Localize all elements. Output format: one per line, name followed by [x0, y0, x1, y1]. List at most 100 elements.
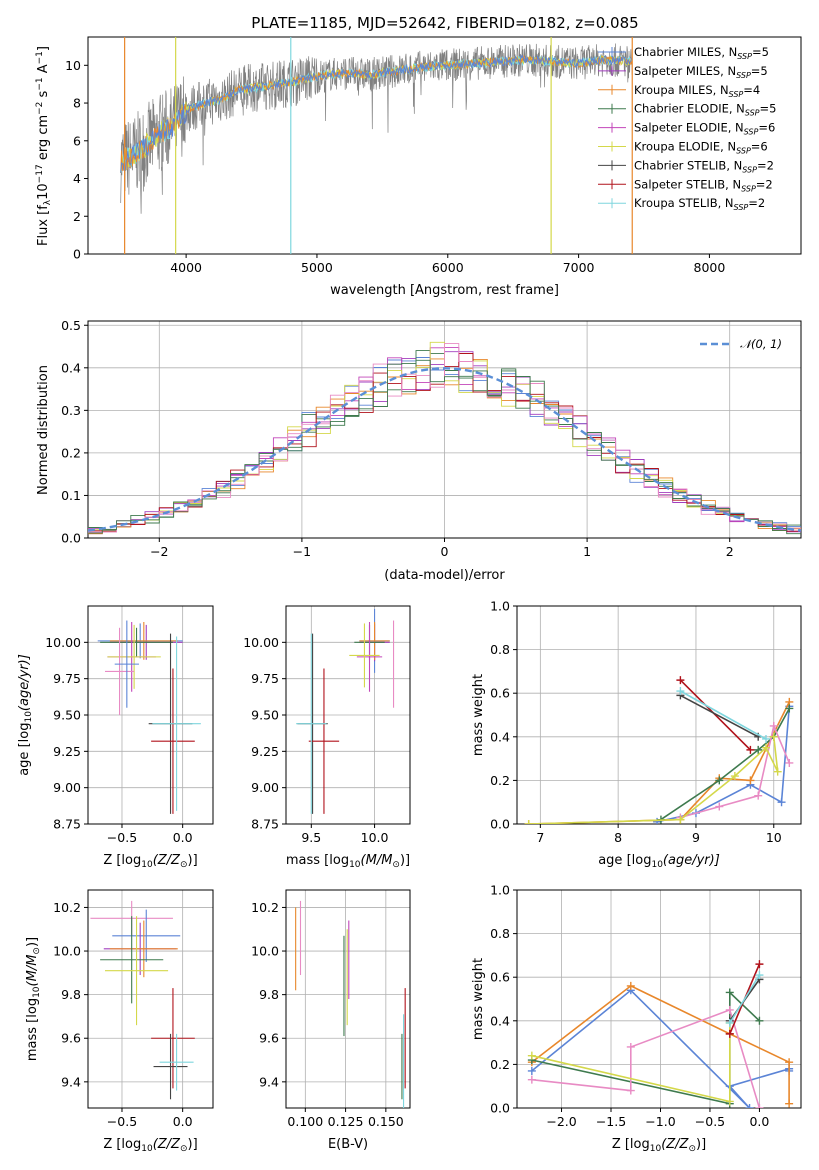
axis-label-part: ⊙: [32, 947, 42, 955]
axis-label-part: )]: [400, 853, 410, 868]
axis-label-part: )]: [188, 853, 198, 868]
y-tick-label: 0.2: [490, 773, 510, 788]
axis-label: Flux [fλ10−17 erg cm−2 s−1 A−1]: [35, 46, 53, 246]
y-tick-label: 9.00: [251, 780, 279, 795]
y-tick-label: 10.00: [243, 635, 279, 650]
legend-entry-text: =6: [751, 140, 768, 154]
axis-label-part: −17: [35, 164, 45, 183]
histogram-plot: [88, 341, 801, 535]
axis-label-part: 10: [24, 711, 34, 723]
y-tick-label: 1.0: [490, 599, 510, 614]
mass-weight-series: [531, 990, 760, 1105]
y-tick-label: 4: [73, 171, 81, 186]
mass-weight-point: [626, 1042, 635, 1051]
y-tick-label: 9.8: [61, 987, 81, 1002]
mass-weight-point: [755, 1104, 764, 1108]
axis-label-part: )]: [25, 937, 40, 947]
mass_vs_Z-errorbars: [90, 900, 195, 1100]
x-tick-label: 0.150: [368, 1114, 404, 1129]
legend-entry: Chabrier STELIB, NSSP=2: [634, 158, 774, 174]
axis-label-part: 10: [36, 183, 51, 200]
legend-entry-sub: SSP: [734, 203, 749, 212]
legend-entry-text: =2: [757, 158, 774, 172]
axis-label-part: Flux [f: [36, 205, 51, 246]
y-tick-label: 0.1: [61, 488, 81, 503]
x-tick-label: 2: [726, 544, 734, 559]
axis-label-part: λ: [43, 199, 53, 205]
mass-weight-point: [785, 704, 794, 713]
axis-label-part: Z [log: [103, 853, 141, 868]
y-tick-label: 0.4: [490, 729, 510, 744]
mass-weight-point: [745, 1104, 754, 1108]
mass-weight-point: [676, 676, 685, 685]
mass-weight-series: [680, 690, 767, 740]
legend-entry-text: Chabrier MILES, N: [634, 45, 737, 59]
normal-curve: [88, 367, 801, 532]
mass-weight-point: [785, 758, 794, 767]
y-tick-label: 10.0: [53, 944, 81, 959]
y-tick-label: 10.2: [251, 900, 279, 915]
axes-frame: [87, 320, 802, 539]
y-tick-label: 9.6: [259, 1031, 279, 1046]
axis-label-part: ⊙: [392, 860, 400, 870]
x-tick-label: 0.0: [173, 1114, 193, 1129]
mass-weight-point: [761, 743, 770, 752]
spectrum-plot: [120, 37, 633, 254]
residuals-axes: −2 −1 0 1 2 0.0 0.1 0.2 0.3 0.4 0.5 𝒩(0, 1) (data-mo…: [36, 318, 802, 583]
axis-label-part: −1: [35, 77, 45, 90]
x-tick-label: 8000: [694, 260, 726, 275]
axes-frame: [87, 36, 802, 255]
x-tick-label: 8: [614, 830, 622, 845]
massweight_vs_Z-lines: [527, 960, 794, 1108]
y-tick-label: 0.8: [490, 642, 510, 657]
y-tick-label: 0.0: [490, 1101, 510, 1116]
mass-weight-point: [730, 772, 739, 781]
mass-weight-point: [725, 1029, 734, 1038]
axis-label-part: (M/M: [25, 955, 40, 987]
legend-entry: Kroupa MILES, NSSP=4: [634, 83, 760, 99]
y-tick-label: 0.6: [490, 970, 510, 985]
axis-label-part: s: [36, 90, 51, 101]
axis-label-part: 10: [650, 1144, 662, 1154]
legend-entry-text: Chabrier ELODIE, N: [634, 102, 745, 116]
axes-frame: [516, 889, 802, 1109]
mass-weight-point: [755, 1016, 764, 1025]
y-tick-label: 9.50: [251, 708, 279, 723]
axis-label-part: age [log: [598, 853, 651, 868]
y-tick-label: 8.75: [53, 817, 81, 832]
legend-entry: Chabrier MILES, NSSP=5: [634, 45, 769, 61]
legend-entry: Kroupa ELODIE, NSSP=6: [634, 140, 768, 156]
y-tick-label: 10.2: [53, 900, 81, 915]
mass-weight-point: [754, 791, 763, 800]
legend-entry-text: Salpeter ELODIE, N: [634, 121, 744, 135]
y-tick-label: 8.75: [251, 817, 279, 832]
axes-frame: [87, 605, 214, 825]
y-tick-label: 9.6: [61, 1031, 81, 1046]
mass-weight-point: [761, 734, 770, 743]
mass-weight-point: [754, 745, 763, 754]
y-tick-label: 0.8: [490, 926, 510, 941]
figure-title: PLATE=1185, MJD=52642, FIBERID=0182, z=0…: [251, 14, 638, 32]
y-tick-label: 9.4: [61, 1074, 81, 1089]
x-tick-label: −1.5: [596, 1114, 626, 1129]
mass-weight-point: [626, 1086, 635, 1095]
legend-entry-text: Salpeter MILES, N: [634, 64, 736, 78]
axis-label-part: )]: [188, 1137, 198, 1152]
x-axis-label: (data-model)/error: [384, 568, 505, 583]
legend-entry-sub: SSP: [737, 52, 752, 61]
legend-entry-sub: SSP: [736, 147, 751, 156]
legend-entry-sub: SSP: [741, 184, 756, 193]
mass-weight-point: [785, 1099, 794, 1108]
legend-entry-text: Chabrier STELIB, N: [634, 158, 742, 172]
legend-entry-text: Kroupa ELODIE, N: [634, 140, 736, 154]
mass-weight-point: [676, 815, 685, 824]
axis-label-part: −2: [35, 102, 45, 115]
y-tick-label: 0.2: [490, 1057, 510, 1072]
axis-label-part: mass [log: [25, 998, 40, 1061]
y-tick-label: 0: [73, 247, 81, 262]
axis-label-part: Z [log: [612, 1137, 650, 1152]
mass-weight-point: [725, 988, 734, 997]
mass-weight-point: [746, 776, 755, 785]
